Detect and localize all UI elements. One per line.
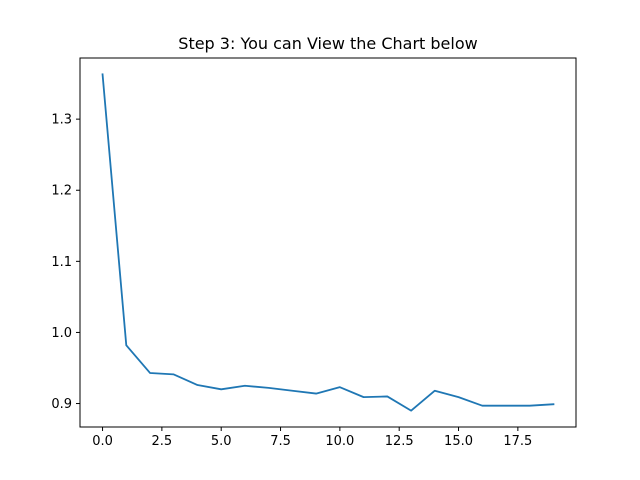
plot-area-frame bbox=[79, 57, 577, 428]
x-tick-label: 2.5 bbox=[152, 434, 173, 449]
x-tick-label: 0.0 bbox=[92, 434, 113, 449]
series-line bbox=[101, 73, 555, 412]
x-tick-label: 15.0 bbox=[444, 434, 473, 449]
x-tick-label: 10.0 bbox=[325, 434, 354, 449]
y-tick-label: 1.0 bbox=[51, 326, 72, 341]
series-layer bbox=[101, 73, 555, 412]
x-axis: 0.0 2.5 5.0 7.5 10.0 12.5 15.0 17.5 bbox=[92, 427, 532, 449]
x-tick-label: 5.0 bbox=[211, 434, 232, 449]
x-tick-label: 17.5 bbox=[503, 434, 532, 449]
y-axis: 0.9 1.0 1.1 1.2 1.3 bbox=[51, 113, 80, 412]
x-tick-label: 7.5 bbox=[270, 434, 291, 449]
y-tick-label: 0.9 bbox=[51, 397, 72, 412]
y-tick-label: 1.3 bbox=[51, 113, 72, 128]
y-tick-label: 1.2 bbox=[51, 184, 72, 199]
x-tick-label: 12.5 bbox=[385, 434, 414, 449]
y-tick-label: 1.1 bbox=[51, 255, 72, 270]
chart-title: Step 3: You can View the Chart below bbox=[178, 34, 477, 53]
